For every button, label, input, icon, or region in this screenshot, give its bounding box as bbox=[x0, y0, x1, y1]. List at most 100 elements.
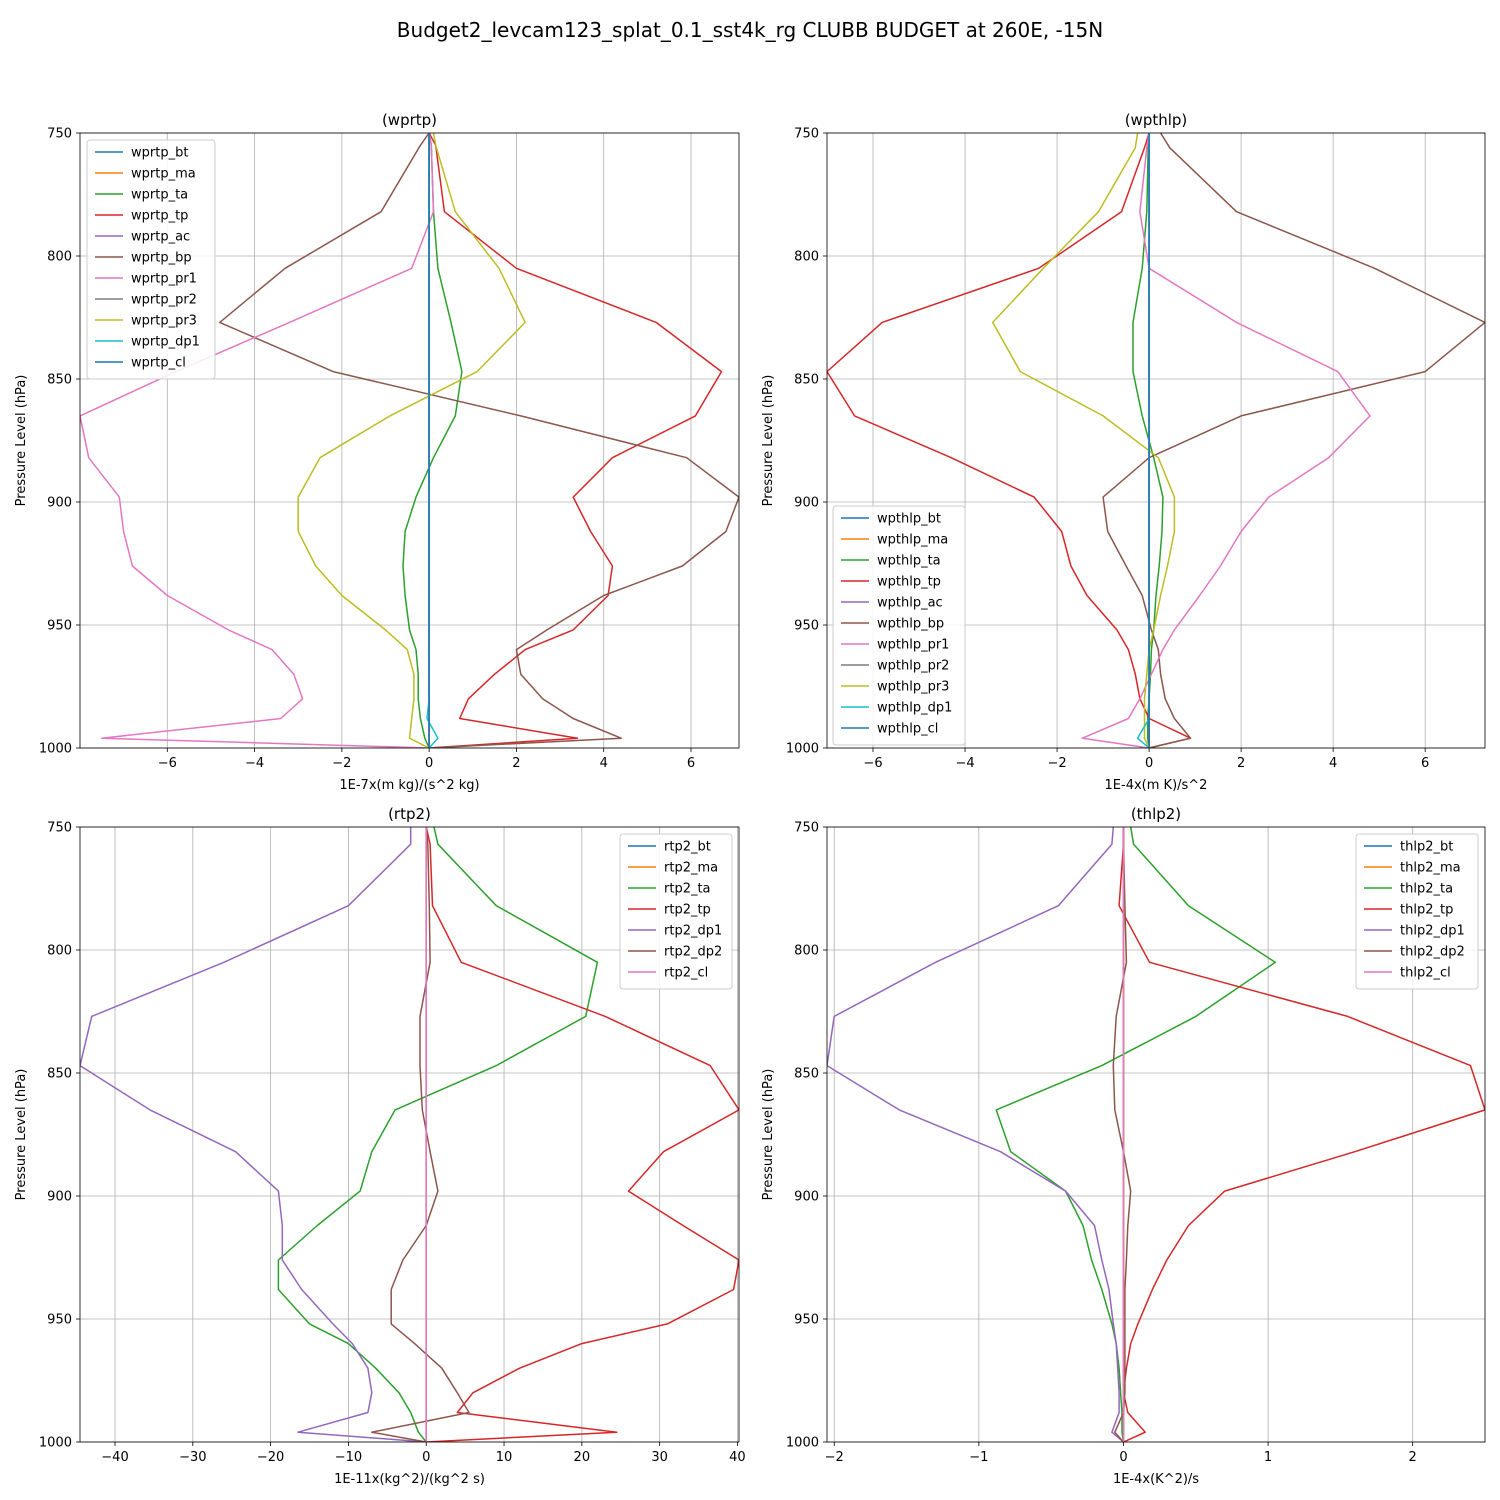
legend-label: thlp2_dp1 bbox=[1400, 924, 1465, 939]
series-line-wpthlp_bp bbox=[1102, 133, 1485, 748]
legend-label: rtp2_bt bbox=[664, 840, 711, 855]
x-axis-label: 1E-11x(kg^2)/(kg^2 s) bbox=[334, 1472, 485, 1487]
x-tick-label: 4 bbox=[1329, 756, 1337, 771]
y-tick-label: 750 bbox=[47, 821, 72, 836]
panel-title: (wpthlp) bbox=[1125, 111, 1188, 129]
x-tick-label: 0 bbox=[422, 1450, 430, 1465]
y-tick-label: 800 bbox=[794, 944, 819, 959]
x-tick-label: −30 bbox=[179, 1450, 206, 1465]
axes-frame bbox=[826, 132, 1486, 749]
y-tick-label: 850 bbox=[794, 373, 819, 388]
series-lines bbox=[827, 827, 1485, 1442]
x-tick-label: −1 bbox=[969, 1450, 988, 1465]
x-tick-label: −20 bbox=[257, 1450, 284, 1465]
series-line-rtp2_tp bbox=[425, 827, 739, 1442]
series-line-wprtp_bp bbox=[218, 133, 739, 748]
x-tick-label: 2 bbox=[512, 756, 520, 771]
x-tick-label: 30 bbox=[651, 1450, 668, 1465]
y-tick-label: 950 bbox=[47, 619, 72, 634]
legend-label: wprtp_ta bbox=[131, 188, 188, 203]
legend-label: wpthlp_dp1 bbox=[877, 701, 952, 716]
series-line-wprtp_pr3 bbox=[297, 133, 526, 748]
x-tick-label: −40 bbox=[101, 1450, 128, 1465]
x-tick-label: −6 bbox=[863, 756, 882, 771]
chart-panel-2: −6 −4 −2 0 2 4 6 750 800 850 900 950 1000 (wpthlp) 1E-… bbox=[761, 111, 1486, 793]
x-tick-label: 20 bbox=[574, 1450, 591, 1465]
y-axis-label: Pressure Level (hPa) bbox=[761, 1069, 776, 1201]
y-tick-label: 1000 bbox=[786, 1436, 819, 1451]
legend-label: wpthlp_ma bbox=[877, 533, 948, 548]
y-tick-label: 750 bbox=[47, 127, 72, 142]
legend-label: wpthlp_bt bbox=[877, 512, 941, 527]
legend-label: rtp2_ta bbox=[664, 882, 711, 897]
y-tick-label: 1000 bbox=[39, 1436, 72, 1451]
y-tick-label: 950 bbox=[47, 1313, 72, 1328]
series-line-wprtp_pr1 bbox=[80, 133, 435, 748]
panel-title: (thlp2) bbox=[1131, 805, 1181, 823]
legend-label: wprtp_cl bbox=[131, 356, 186, 371]
chart-panels: −6 −4 −2 0 2 4 67508008509009501000(wprtp)1E-7… bbox=[14, 111, 1486, 1487]
x-tick-label: −2 bbox=[825, 1450, 844, 1465]
panel-title: (rtp2) bbox=[388, 805, 431, 823]
series-lines bbox=[827, 133, 1485, 748]
axes-frame bbox=[79, 132, 740, 749]
y-tick-label: 800 bbox=[47, 250, 72, 265]
legend: thlp2_bt thlp2_ma thlp2_ta thlp2_tp thlp2_dp… bbox=[1355, 833, 1479, 990]
legend-label: wprtp_tp bbox=[131, 209, 188, 224]
legend-label: wpthlp_bp bbox=[877, 617, 944, 632]
legend-label: thlp2_ta bbox=[1400, 882, 1453, 897]
x-axis-label: 1E-4x(m K)/s^2 bbox=[1105, 778, 1208, 793]
axes-frame bbox=[79, 826, 740, 1443]
x-axis-label: 1E-7x(m kg)/(s^2 kg) bbox=[339, 778, 479, 793]
chart-panel-1: −6 −4 −2 0 2 4 6 750 800 850 900 950 1000 (wprtp) 1E-7… bbox=[14, 111, 740, 793]
y-tick-label: 750 bbox=[794, 127, 819, 142]
x-tick-label: 4 bbox=[600, 756, 608, 771]
y-tick-label: 950 bbox=[794, 1313, 819, 1328]
legend-label: wpthlp_tp bbox=[877, 575, 941, 590]
legend-label: wprtp_bt bbox=[131, 146, 188, 161]
y-axis-label: Pressure Level (hPa) bbox=[761, 375, 776, 507]
legend-label: wpthlp_cl bbox=[877, 722, 938, 737]
x-tick-label: 2 bbox=[1237, 756, 1245, 771]
axes-frame bbox=[826, 826, 1486, 1443]
legend-label: wpthlp_ta bbox=[877, 554, 941, 569]
y-tick-label: 950 bbox=[794, 619, 819, 634]
legend-label: rtp2_tp bbox=[664, 903, 711, 918]
legend-label: wprtp_pr3 bbox=[131, 314, 197, 329]
y-tick-label: 900 bbox=[47, 496, 72, 511]
legend-label: wpthlp_pr3 bbox=[877, 680, 949, 695]
series-line-thlp2_dp2 bbox=[1112, 827, 1132, 1442]
panel-title: (wprtp) bbox=[382, 111, 437, 129]
legend-label: wprtp_bp bbox=[131, 251, 192, 266]
x-tick-label: 40 bbox=[729, 1450, 746, 1465]
series-line-wprtp_tp bbox=[428, 133, 723, 748]
x-tick-label: 0 bbox=[425, 756, 433, 771]
legend-label: wpthlp_ac bbox=[877, 596, 943, 611]
x-tick-label: −4 bbox=[955, 756, 974, 771]
chart-panel-4: −2 −1 0 1 2 750 800 850 900 950 1000 (thlp2) 1E-4x(K… bbox=[761, 805, 1486, 1487]
legend-label: rtp2_dp1 bbox=[664, 924, 722, 939]
x-axis-label: 1E-4x(K^2)/s bbox=[1113, 1472, 1199, 1487]
series-lines bbox=[80, 827, 739, 1442]
legend-label: wprtp_ac bbox=[131, 230, 190, 245]
y-tick-label: 1000 bbox=[39, 742, 72, 757]
x-tick-label: 6 bbox=[1421, 756, 1429, 771]
x-tick-label: 2 bbox=[1409, 1450, 1417, 1465]
series-line-wprtp_ta bbox=[402, 133, 463, 748]
legend: wpthlp_bt wpthlp_ma wpthlp_ta wpthlp_tpwpth… bbox=[832, 505, 966, 746]
legend-label: thlp2_ma bbox=[1400, 861, 1461, 876]
legend-label: wprtp_pr1 bbox=[131, 272, 197, 287]
chart-panel-3: −40 −30 −20 −10 0 10 20 30 40 750 800 850 900 950 1000… bbox=[14, 805, 746, 1487]
legend-label: wprtp_dp1 bbox=[131, 335, 200, 350]
series-line-wpthlp_pr3 bbox=[991, 133, 1176, 748]
legend: wprtp_bt wprtp_ma wprtp_ta wprtp_tp wprtp_ac… bbox=[86, 139, 216, 380]
x-tick-label: −6 bbox=[158, 756, 177, 771]
legend-label: rtp2_cl bbox=[664, 966, 708, 981]
legend-label: rtp2_ma bbox=[664, 861, 718, 876]
legend-label: rtp2_dp2 bbox=[664, 945, 722, 960]
legend-label: wpthlp_pr2 bbox=[877, 659, 949, 674]
x-tick-label: 6 bbox=[687, 756, 695, 771]
legend-label: wprtp_ma bbox=[131, 167, 196, 182]
x-tick-label: 1 bbox=[1264, 1450, 1272, 1465]
